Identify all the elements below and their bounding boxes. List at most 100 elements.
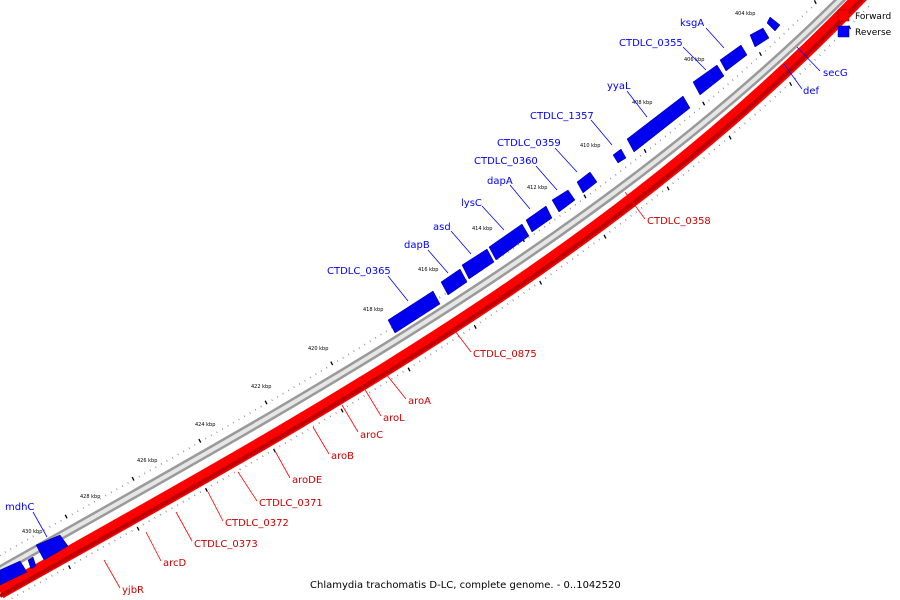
scale-tick <box>54 522 57 525</box>
scale-tick <box>604 181 607 184</box>
gene-label-forward[interactable]: aroDE <box>292 475 322 486</box>
legend: Forward Reverse <box>837 9 892 38</box>
gene-label-reverse[interactable]: ksgA <box>680 18 704 29</box>
scale-tick <box>654 143 657 146</box>
scale-tick <box>418 360 421 363</box>
scale-tick <box>62 568 65 571</box>
scale-tick <box>347 353 350 356</box>
scale-tick <box>749 118 751 121</box>
scale-tick <box>687 169 690 172</box>
scale-tick <box>249 412 251 414</box>
map-caption: Chlamydia trachomatis D-LC, complete gen… <box>310 580 621 591</box>
gene-label-forward[interactable]: CTDLC_0358 <box>647 216 711 227</box>
scale-tick <box>677 178 680 181</box>
scale-tick <box>188 497 190 500</box>
gene-label-reverse[interactable]: CTDLC_0360 <box>474 156 538 167</box>
scale-tick <box>774 95 777 98</box>
scale-tick <box>363 395 365 397</box>
scale-tick <box>713 148 716 151</box>
scale-tick <box>713 95 715 98</box>
reverse-gene-block[interactable] <box>719 44 748 72</box>
reverse-gene-block[interactable] <box>27 556 37 570</box>
reverse-gene-block[interactable] <box>0 560 28 586</box>
reverse-gene-block[interactable] <box>626 95 691 153</box>
scale-tick <box>823 49 826 52</box>
reverse-gene-block[interactable] <box>387 290 441 334</box>
scale-tick <box>114 539 116 542</box>
scale-tick <box>643 148 647 153</box>
scale-tick <box>142 523 145 526</box>
scale-tick <box>444 292 446 295</box>
gene-label-forward[interactable]: CTDLC_0875 <box>473 349 537 360</box>
kbp-label: 426 kbp <box>137 458 157 464</box>
gene-label-reverse[interactable]: asd <box>433 222 451 233</box>
gene-label-forward[interactable]: CTDLC_0373 <box>194 539 258 550</box>
reverse-gene-block[interactable] <box>35 534 69 561</box>
reverse-gene-block[interactable] <box>692 64 725 96</box>
gene-label-reverse[interactable]: CTDLC_0355 <box>619 38 683 49</box>
reverse-gene-block[interactable] <box>461 248 495 280</box>
reverse-gene-block[interactable] <box>612 148 627 164</box>
gene-label-forward[interactable]: arcD <box>163 558 187 569</box>
gene-label-reverse[interactable]: CTDLC_1357 <box>530 111 594 122</box>
gene-label-forward[interactable]: aroB <box>331 451 354 462</box>
scale-tick <box>143 472 146 475</box>
gene-label-forward[interactable]: CTDLC_0371 <box>259 498 323 509</box>
leader-line <box>363 387 382 417</box>
scale-tick <box>764 49 767 52</box>
scale-tick <box>402 370 404 373</box>
kbp-label: 406 kbp <box>684 57 704 63</box>
scale-tick <box>764 104 767 107</box>
gene-label-forward[interactable]: yjbR <box>122 585 144 596</box>
scale-tick <box>287 389 290 392</box>
scale-tick <box>210 484 213 487</box>
reverse-gene-block[interactable] <box>576 171 598 194</box>
scale-tick <box>295 435 298 438</box>
leader-line <box>450 230 472 255</box>
gene-label-forward[interactable]: secG <box>823 68 848 79</box>
gene-label-reverse[interactable]: CTDLC_0365 <box>327 266 391 277</box>
gene-label-reverse[interactable]: dapA <box>487 176 513 187</box>
gene-label-forward[interactable]: def <box>803 86 820 97</box>
scale-tick <box>630 214 632 217</box>
reverse-gene-block[interactable] <box>525 205 553 233</box>
scale-tick <box>435 349 438 352</box>
scale-tick <box>755 58 758 61</box>
scale-tick <box>779 91 782 94</box>
reverse-gene-block[interactable] <box>488 223 530 261</box>
leader-line <box>341 404 359 433</box>
reverse-gene-block[interactable] <box>551 189 576 213</box>
scale-tick <box>789 81 793 87</box>
gene-label-forward[interactable]: aroA <box>408 396 431 407</box>
scale-tick <box>159 513 162 516</box>
kbp-label: 428 kbp <box>80 494 100 500</box>
gene-label-reverse[interactable]: yyaL <box>607 81 631 92</box>
scale-tick <box>93 500 96 503</box>
scale-tick <box>571 258 574 260</box>
gene-label-reverse[interactable]: CTDLC_0359 <box>497 138 561 149</box>
gene-label-reverse[interactable]: dapB <box>404 240 430 251</box>
scale-tick <box>374 336 377 339</box>
reverse-gene-block[interactable] <box>766 16 781 32</box>
scale-tick <box>243 415 246 418</box>
scale-tick <box>783 32 785 35</box>
gene-label-reverse[interactable]: mdhC <box>5 502 34 513</box>
leader-line <box>796 46 821 72</box>
reverse-gene-block[interactable] <box>749 27 770 48</box>
scale-tick <box>340 408 344 413</box>
gene-label-forward[interactable]: aroC <box>360 430 383 441</box>
leader-line <box>207 491 224 522</box>
scale-tick <box>320 369 323 372</box>
scale-tick <box>227 424 229 427</box>
scale-tick <box>635 210 638 213</box>
scale-tick <box>56 571 59 574</box>
gene-label-forward[interactable]: aroL <box>383 413 405 424</box>
scale-tick <box>267 451 270 454</box>
legend-label-reverse: Reverse <box>855 28 892 38</box>
scale-tick <box>679 123 681 126</box>
reverse-gene-block[interactable] <box>440 268 468 296</box>
gene-label-forward[interactable]: CTDLC_0372 <box>225 518 289 529</box>
gene-label-reverse[interactable]: lysC <box>461 198 482 209</box>
scale-tick <box>656 194 659 197</box>
leader-line <box>481 205 505 231</box>
